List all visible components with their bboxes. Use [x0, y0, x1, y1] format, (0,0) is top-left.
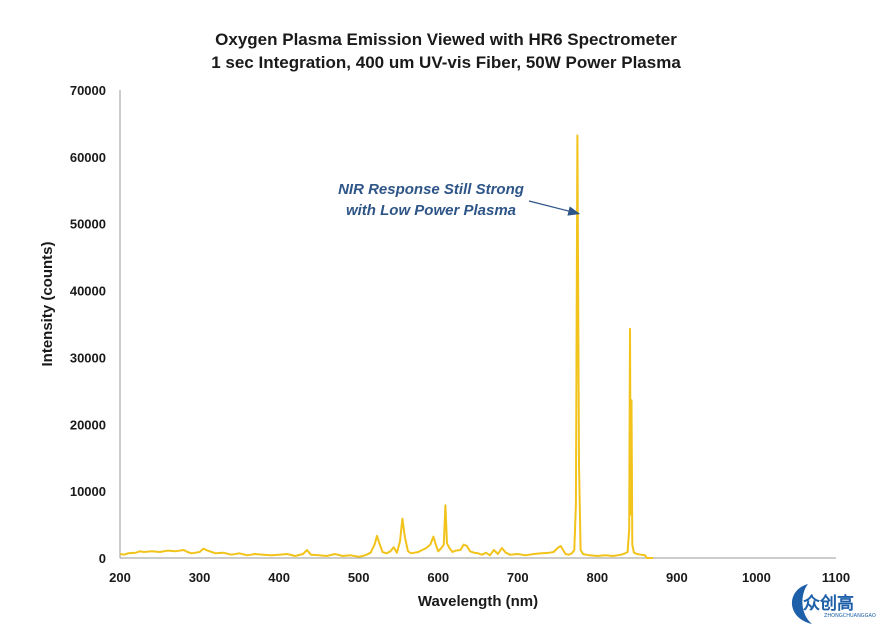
x-tick-label: 800	[586, 570, 608, 585]
y-tick-label: 60000	[70, 150, 106, 165]
x-tick-label: 1000	[742, 570, 771, 585]
watermark-subtext: ZHONGCHUANGGAO	[824, 613, 876, 619]
x-tick-label: 700	[507, 570, 529, 585]
watermark-text: 众创高	[803, 593, 854, 614]
annotation-line-2: with Low Power Plasma	[346, 202, 516, 219]
y-tick-label: 40000	[70, 284, 106, 299]
x-tick-label: 600	[427, 570, 449, 585]
x-tick-label: 200	[109, 570, 131, 585]
y-tick-label: 50000	[70, 217, 106, 232]
series-layer	[119, 134, 653, 559]
y-tick-label: 20000	[70, 417, 106, 432]
x-tick-label: 500	[348, 570, 370, 585]
watermark-swoosh-icon	[791, 584, 812, 624]
x-axis-ticks: 200 300 400 500 600 700 800 900 1000 1100	[109, 570, 850, 585]
y-tick-label: 0	[99, 551, 106, 566]
x-axis-title: Wavelength (nm)	[418, 593, 538, 610]
annotation-arrow	[528, 200, 581, 216]
x-tick-label: 900	[666, 570, 688, 585]
y-tick-label: 70000	[70, 83, 106, 98]
x-tick-label: 300	[189, 570, 211, 585]
chart-subtitle: 1 sec Integration, 400 um UV-vis Fiber, …	[211, 53, 681, 72]
annotation-line-1: NIR Response Still Strong	[338, 181, 524, 198]
spectrum-line	[119, 134, 653, 559]
x-tick-label: 400	[268, 570, 290, 585]
watermark-logo: 众创高 ZHONGCHUANGGAO	[791, 584, 876, 624]
y-axis-ticks: 0 10000 20000 30000 40000 50000 60000 70000	[70, 83, 106, 566]
chart-title: Oxygen Plasma Emission Viewed with HR6 S…	[215, 30, 677, 49]
x-tick-label: 1100	[822, 570, 850, 585]
y-tick-label: 30000	[70, 350, 106, 365]
y-tick-label: 10000	[70, 484, 106, 499]
y-axis-title: Intensity (counts)	[39, 241, 56, 366]
